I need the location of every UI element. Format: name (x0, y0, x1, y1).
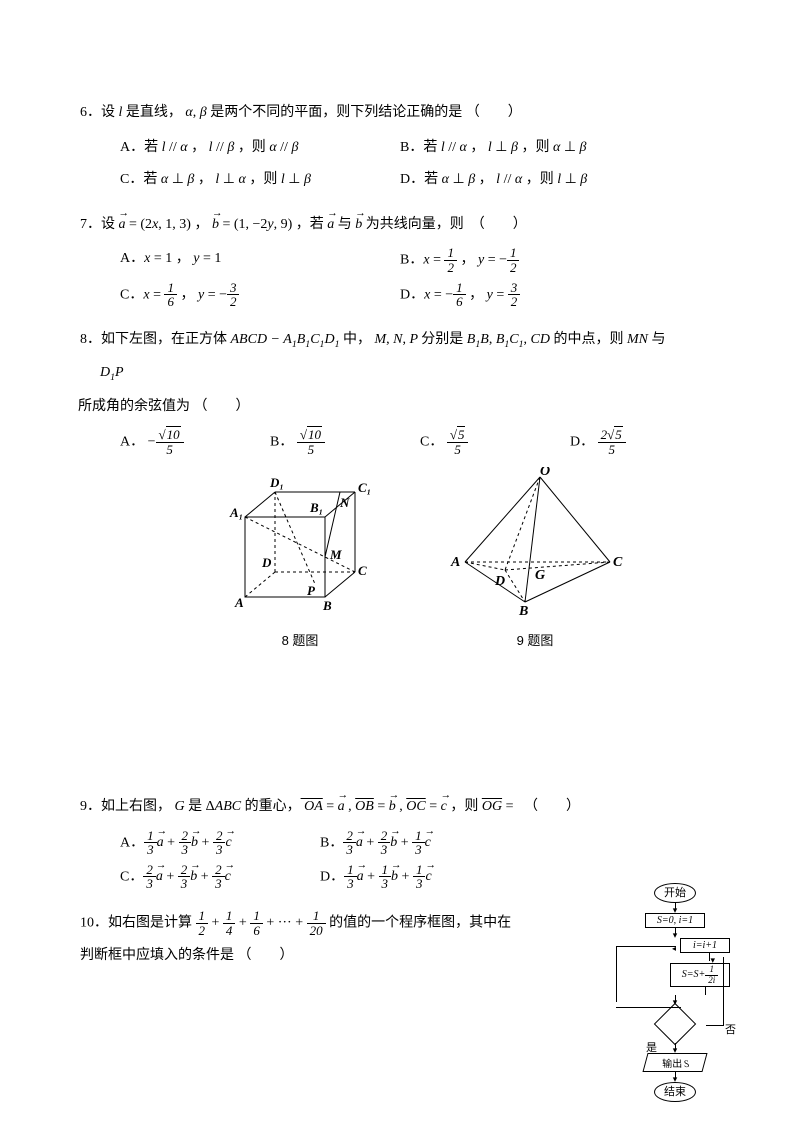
figure-9-pyramid: O A C D G B 9 题图 (445, 467, 625, 654)
svg-text:A₁: A₁ (229, 505, 243, 520)
svg-text:D: D (261, 555, 272, 570)
figure-8-cube: D₁ C₁ A₁ B₁ N D C M A B P 8 题图 (215, 467, 385, 654)
svg-text:G: G (535, 568, 545, 583)
q9-opt-c: C．23a + 23b + 23c (120, 863, 320, 891)
q8-stem-3: 所成角的余弦值为 （ ） (78, 394, 720, 421)
q7-opt-c: C．x = 16 ， y = −32 (120, 281, 400, 309)
svg-text:P: P (307, 583, 316, 598)
q10-stem-2: 判断框中应填入的条件是 （ ） (80, 943, 600, 970)
question-10: 10．如右图是计算 12 + 14 + 16 + ··· + 120 的值的一个… (80, 909, 600, 970)
svg-text:C: C (613, 555, 623, 570)
question-9: 9．如上右图， G 是 ΔABC 的重心， OA = a , OB = b , … (80, 794, 720, 891)
q6-opt-a: A．若 l // α ， l // β ，则 α // β (120, 135, 400, 162)
svg-text:M: M (329, 547, 342, 562)
q8-opt-d: D． 255 (570, 428, 720, 456)
question-7: 7．设 a = (2x, 1, 3) ， b = (1, −2y, 9) ，若 … (80, 212, 720, 309)
fc-sum: S=S+12i (670, 963, 730, 987)
svg-text:B: B (322, 598, 332, 613)
q8-stem-2: D1P (80, 360, 720, 387)
question-8: 8．如下左图，在正方体 ABCD − A1B1C1D1 中， M, N, P 分… (80, 327, 720, 654)
figure-8-caption: 8 题图 (215, 629, 385, 654)
q6-opt-d: D．若 α ⊥ β ， l // α ，则 l ⊥ β (400, 167, 680, 194)
fc-start: 开始 (654, 883, 696, 903)
q8-opt-b: B． 105 (270, 428, 420, 456)
q7-stem: 7．设 a = (2x, 1, 3) ， b = (1, −2y, 9) ，若 … (80, 212, 720, 239)
fc-decision (654, 1003, 696, 1045)
q7-opt-b: B．x = 12 ， y = −12 (400, 246, 680, 274)
svg-text:O: O (540, 467, 550, 479)
svg-text:A: A (450, 555, 460, 570)
fc-no: 否 (725, 1021, 736, 1037)
q9-stem: 9．如上右图， G 是 ΔABC 的重心， OA = a , OB = b , … (80, 794, 720, 821)
q9-opt-d: D．13a + 13b + 13c (320, 863, 520, 891)
q9-opt-b: B．23a + 23b + 13c (320, 829, 520, 857)
svg-text:C: C (358, 563, 367, 578)
q7-opt-a: A．x = 1 ， y = 1 (120, 246, 400, 274)
svg-text:B₁: B₁ (309, 500, 323, 515)
q6-opt-b: B．若 l // α ， l ⊥ β ，则 α ⊥ β (400, 135, 680, 162)
svg-text:B: B (518, 604, 528, 617)
figure-9-caption: 9 题图 (445, 629, 625, 654)
q6-opt-c: C．若 α ⊥ β ， l ⊥ α ，则 l ⊥ β (120, 167, 400, 194)
q6-stem: 6．设 l 是直线， α, β 是两个不同的平面，则下列结论正确的是 （ ） (80, 100, 720, 127)
svg-text:N: N (339, 495, 350, 510)
question-6: 6．设 l 是直线， α, β 是两个不同的平面，则下列结论正确的是 （ ） A… (80, 100, 720, 194)
svg-text:A: A (234, 595, 244, 610)
q10-stem-1: 10．如右图是计算 12 + 14 + 16 + ··· + 120 的值的一个… (80, 909, 600, 937)
svg-text:D₁: D₁ (269, 475, 284, 490)
fc-init: S=0, i=1 (645, 913, 705, 928)
svg-text:C₁: C₁ (358, 480, 371, 495)
flowchart-q10: 开始 ▾ S=0, i=1 ▾ i=i+1 ◂ ▾ S=S+12i ▾ 否 是 … (620, 883, 730, 1102)
q8-opt-a: A． −105 (120, 428, 270, 456)
fc-end: 结束 (654, 1082, 696, 1102)
q7-opt-d: D．x = −16 ， y = 32 (400, 281, 680, 309)
q9-opt-a: A．13a + 23b + 23c (120, 829, 320, 857)
fc-inc: i=i+1 (680, 938, 730, 953)
q8-opt-c: C． 55 (420, 428, 570, 456)
svg-text:D: D (494, 574, 505, 589)
q8-stem-1: 8．如下左图，在正方体 ABCD − A1B1C1D1 中， M, N, P 分… (80, 327, 720, 354)
fc-output: 输出 S (642, 1053, 707, 1072)
